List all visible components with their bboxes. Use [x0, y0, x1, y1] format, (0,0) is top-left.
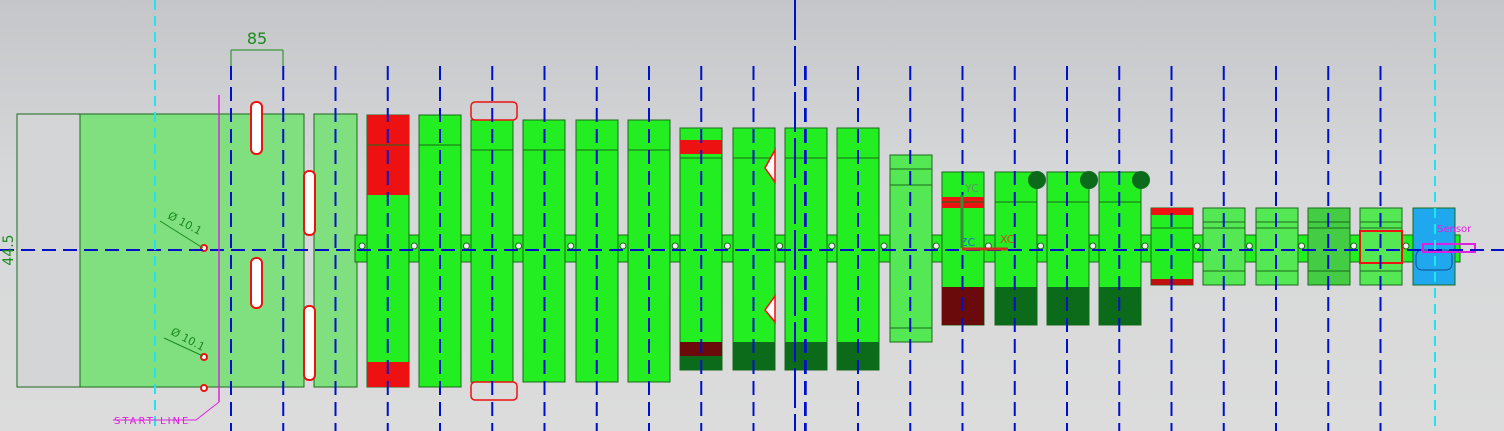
pierce-slot: [303, 305, 316, 381]
stations: [358, 101, 1476, 401]
formed-area: [1132, 171, 1150, 189]
zc-axis-label: ZC: [960, 236, 976, 249]
sensor-probe: [1422, 243, 1476, 253]
pilot-hole: [1402, 242, 1410, 250]
pilot-hole: [200, 353, 208, 361]
pilot-hole: [880, 242, 888, 250]
pilot-hole: [776, 242, 784, 250]
formed-area: [995, 287, 1037, 325]
punch-area: [1151, 208, 1193, 215]
xc-axis-label: XC: [1000, 233, 1015, 246]
pilot-hole: [462, 242, 470, 250]
start-line-label: START LINE: [114, 416, 190, 427]
pilot-hole: [671, 242, 679, 250]
formed-area: [1028, 171, 1046, 189]
width-dimension: 44.5: [1, 234, 17, 265]
sensor-label: Sensor: [1437, 224, 1472, 235]
pierce-slot: [303, 170, 316, 236]
pilot-hole: [1193, 242, 1201, 250]
punch-outline: [470, 101, 518, 121]
punch-outline: [470, 381, 518, 401]
pilot-hole: [1089, 242, 1097, 250]
yc-axis-label: YC: [964, 182, 979, 195]
pierce-slot: [250, 257, 263, 309]
pilot-hole: [1141, 242, 1149, 250]
pilot-hole: [200, 384, 208, 392]
pilot-hole: [1350, 242, 1358, 250]
notch-punch: [764, 293, 776, 325]
pilot-hole: [932, 242, 940, 250]
pilot-hole: [723, 242, 731, 250]
notch-punch: [764, 147, 776, 185]
punch-area: [680, 140, 722, 154]
pilot-hole: [567, 242, 575, 250]
pilot-hole: [619, 242, 627, 250]
pitch-dimension: 85: [247, 29, 267, 48]
formed-area: [1080, 171, 1098, 189]
pilot-hole: [828, 242, 836, 250]
pilot-hole: [410, 242, 418, 250]
pierce-slot: [250, 101, 263, 155]
pilot-hole: [515, 242, 523, 250]
pilot-hole: [1298, 242, 1306, 250]
pilot-hole: [1245, 242, 1253, 250]
pilot-hole: [358, 242, 366, 250]
pilot-hole: [1037, 242, 1045, 250]
